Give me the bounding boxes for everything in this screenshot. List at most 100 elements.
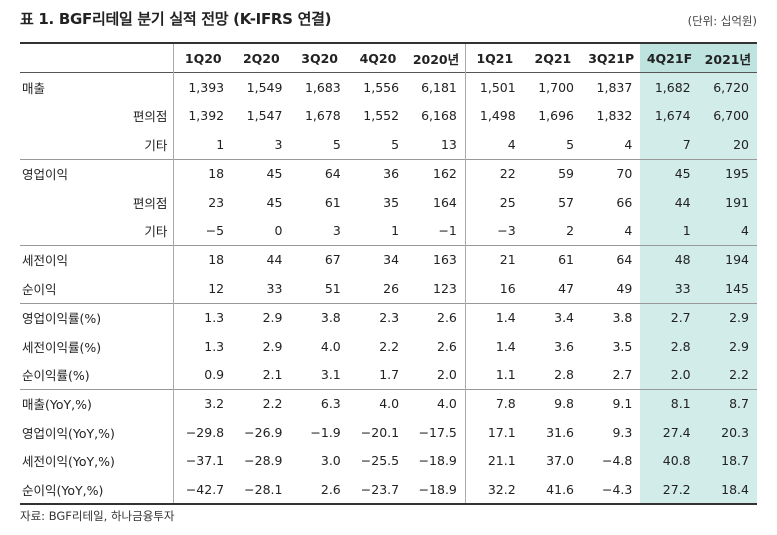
table-cell: 4.0 — [407, 389, 466, 419]
row-label: 영업이익(YoY,%) — [20, 418, 175, 447]
table-cell: 3.1 — [320, 366, 341, 382]
table-cell: 2.9 — [698, 303, 757, 332]
table-row: 순이익 12 33 51 26 123 16 47 49 33 145 — [20, 274, 757, 304]
row-label: 편의점 — [20, 101, 175, 131]
table-cell: 61 — [324, 194, 341, 210]
table-cell: 123 — [407, 274, 466, 304]
table-cell: 5 — [332, 136, 341, 152]
table-cell: 4 — [507, 136, 516, 152]
table-cell: 163 — [407, 245, 466, 275]
table-header: 1Q20 2Q20 3Q20 4Q20 2020년 1Q21 2Q21 3Q21… — [20, 43, 757, 73]
table-cell: 3 — [332, 223, 341, 239]
table-cell: 33 — [640, 274, 699, 304]
row-label: 편의점 — [20, 187, 175, 217]
table-cell: 1,682 — [640, 72, 699, 102]
table-cell: 164 — [407, 187, 466, 217]
row-label: 세전이익률(%) — [20, 331, 175, 361]
table-cell: −18.9 — [407, 446, 466, 475]
table-cell: 3.5 — [612, 338, 633, 354]
column-header: 1Q21 — [476, 50, 514, 66]
table-cell: 1.1 — [495, 366, 516, 382]
table-cell: 6.3 — [320, 396, 341, 412]
table-cell: 67 — [324, 252, 341, 268]
table-cell: 4 — [698, 216, 757, 246]
table-cell: 2.2 — [262, 396, 283, 412]
table-cell: 4 — [624, 136, 633, 152]
table-cell: −23.7 — [360, 481, 400, 497]
table-cell: 59 — [558, 166, 575, 182]
header-row: 1Q20 2Q20 3Q20 4Q20 2020년 1Q21 2Q21 3Q21… — [20, 43, 757, 73]
table-cell: 8.7 — [698, 389, 757, 419]
column-header: 2Q21 — [534, 50, 572, 66]
table-cell: 1,696 — [538, 108, 575, 124]
table-cell: 1,556 — [363, 80, 400, 96]
row-label: 세전이익(YoY,%) — [20, 446, 175, 475]
title-row: 표 1. BGF리테일 분기 실적 전망 (K-IFRS 연결) (단위: 십억… — [20, 6, 757, 32]
table-cell: −42.7 — [185, 481, 225, 497]
table-cell: 22 — [499, 166, 516, 182]
table-cell: 1,498 — [479, 108, 516, 124]
table-cell: −28.9 — [244, 453, 283, 469]
table-cell: 51 — [324, 280, 341, 296]
table-cell: 1,549 — [246, 80, 283, 96]
table-cell: −1.9 — [310, 424, 341, 440]
table-cell: 6,700 — [698, 101, 757, 131]
unit-note: (단위: 십억원) — [687, 14, 757, 28]
column-header: 2Q20 — [242, 50, 280, 66]
table-cell: −18.9 — [407, 474, 466, 505]
table-cell: 3.8 — [320, 310, 341, 326]
table-row: 영업이익률(%) 1.3 2.9 3.8 2.3 2.6 1.4 3.4 3.8 2.7 2.9 — [20, 303, 757, 332]
table-cell: 57 — [558, 194, 575, 210]
table-cell: 1,552 — [363, 108, 400, 124]
table-cell: 9.1 — [612, 396, 633, 412]
table-cell: 66 — [616, 194, 633, 210]
row-label: 기타 — [20, 130, 175, 160]
table-cell: 25 — [499, 194, 516, 210]
table-cell: 37.0 — [546, 453, 575, 469]
table-cell: −29.8 — [185, 424, 225, 440]
table-cell: 12 — [208, 280, 225, 296]
row-label: 영업이익 — [20, 159, 175, 188]
table-cell: 16 — [499, 280, 516, 296]
table-cell: −3 — [497, 223, 516, 239]
table-row: 매출(YoY,%) 3.2 2.2 6.3 4.0 4.0 7.8 9.8 9.1 8.1 8.7 — [20, 389, 757, 419]
table-cell: 2.9 — [698, 331, 757, 361]
table-cell: −4.3 — [601, 481, 633, 497]
table-cell: 17.1 — [487, 424, 516, 440]
table-cell: 2.6 — [407, 303, 466, 332]
table-cell: 4.0 — [379, 396, 400, 412]
table-cell: 1,832 — [596, 108, 633, 124]
table-row: 기타 −5 0 3 1 −1 −3 2 4 1 4 — [20, 216, 757, 246]
table-cell: 0 — [274, 223, 283, 239]
table-cell: 3 — [274, 136, 283, 152]
table-cell: 1,837 — [596, 80, 633, 96]
table-cell: 44 — [640, 187, 699, 217]
table-row: 영업이익(YoY,%) −29.8 −26.9 −1.9 −20.1 −17.5 17.1 3… — [20, 418, 757, 447]
table-cell: 26 — [383, 280, 400, 296]
table-cell: 2.9 — [262, 310, 283, 326]
table-cell: 2.0 — [640, 360, 699, 390]
table-cell: 64 — [616, 252, 633, 268]
table-cell: 21.1 — [487, 453, 516, 469]
table-cell: 3.6 — [554, 338, 575, 354]
table-cell: 1.7 — [379, 366, 400, 382]
table-cell: 18.7 — [698, 446, 757, 475]
column-header: 3Q20 — [301, 50, 338, 66]
row-label: 세전이익 — [20, 245, 175, 275]
table-cell: 3.4 — [554, 310, 575, 326]
table-cell: 2.0 — [407, 360, 466, 390]
table-cell: 64 — [324, 166, 341, 182]
table-cell: 2 — [566, 223, 575, 239]
table-cell: 1 — [391, 223, 400, 239]
table-cell: 195 — [698, 159, 757, 188]
column-header-forecast: 2021년 — [698, 43, 757, 73]
table-cell: 34 — [383, 252, 400, 268]
earnings-table: 1Q20 2Q20 3Q20 4Q20 2020년 1Q21 2Q21 3Q21… — [20, 42, 757, 505]
table-cell: 1.4 — [495, 338, 516, 354]
table-cell: 18 — [208, 166, 225, 182]
table-cell: 1.3 — [204, 338, 225, 354]
table-cell: 1,547 — [246, 108, 283, 124]
table-cell: 45 — [266, 166, 283, 182]
table-cell: 1,683 — [304, 80, 341, 96]
table-cell: −1 — [407, 216, 466, 246]
